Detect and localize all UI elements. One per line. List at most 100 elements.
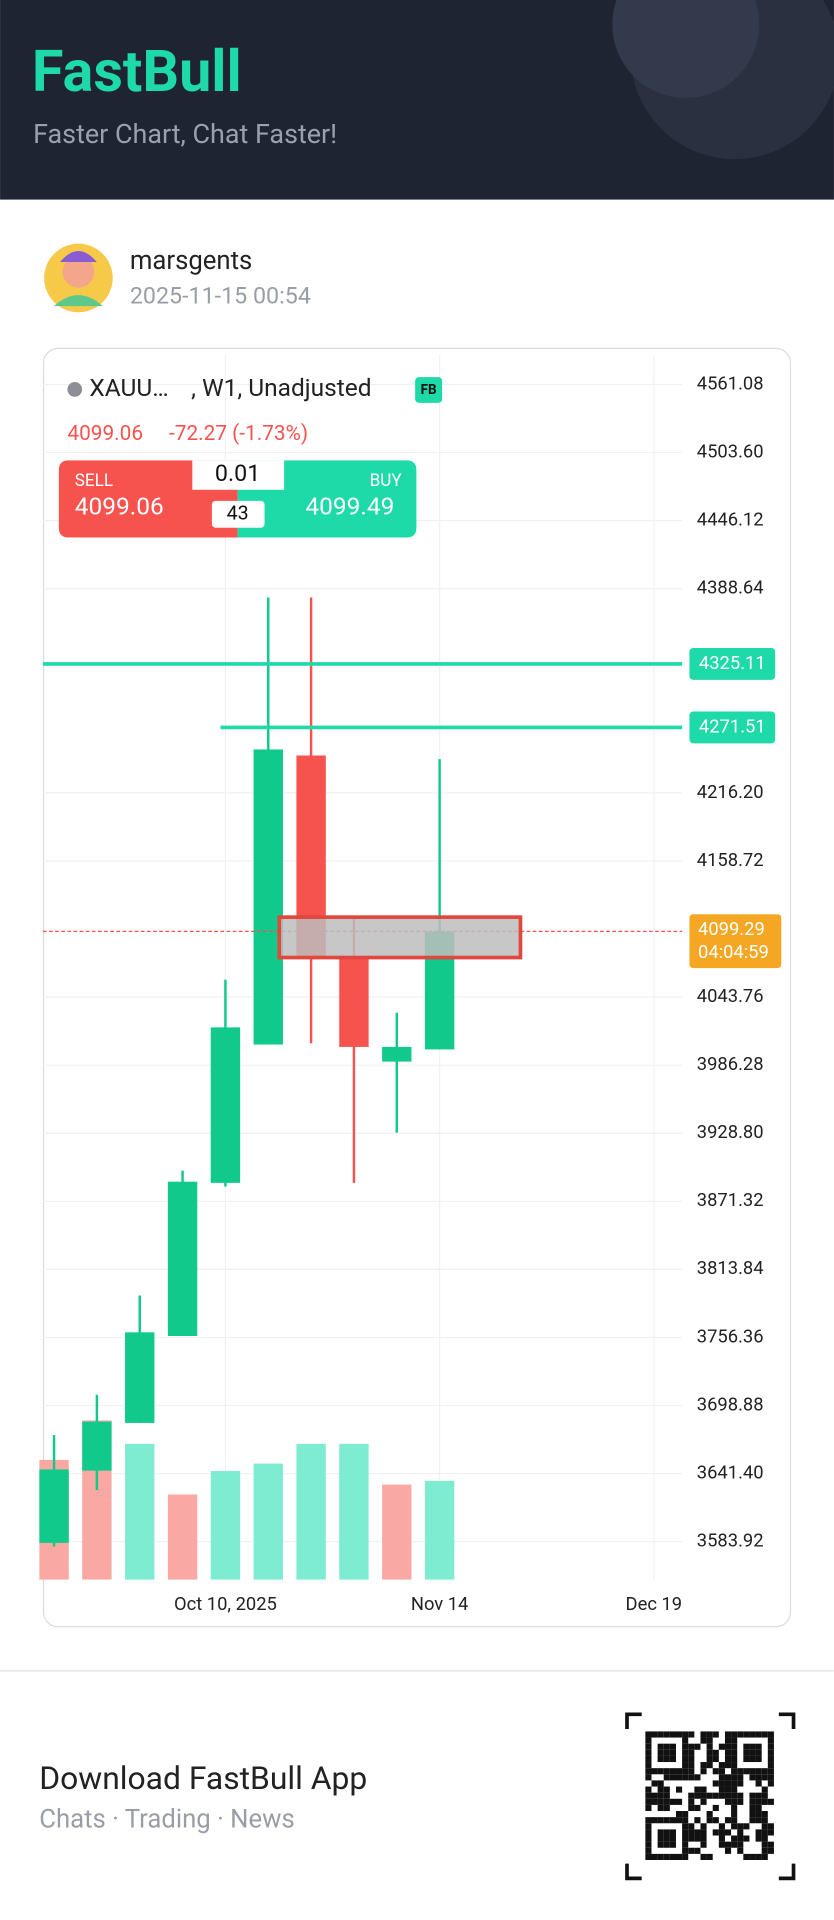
qr-module [761,1786,768,1793]
qr-module [669,1743,676,1750]
qr-module [737,1780,744,1787]
qr-module [767,1755,774,1763]
qr-module [724,1780,732,1787]
sell-label: SELL [75,471,113,491]
qr-module [724,1841,732,1848]
qr-module [645,1792,652,1799]
qr-module [675,1817,683,1824]
qr-module [657,1829,664,1836]
qr-module [724,1817,732,1824]
qr-module [657,1792,664,1799]
qr-module [663,1749,670,1756]
qr-module [694,1792,701,1799]
qr-module [645,1798,652,1805]
qr-module [657,1804,664,1812]
qr-module [724,1737,732,1744]
qr-module [688,1768,695,1775]
qr-module [682,1755,689,1763]
spread-box [211,500,265,528]
qr-module [743,1768,750,1775]
qr-module [645,1804,652,1812]
qr-module [761,1829,768,1836]
qr-module [724,1755,732,1763]
qr-module [669,1798,676,1805]
qr-module [675,1731,683,1738]
qr-module [755,1731,762,1738]
qr-module [731,1817,738,1824]
qr-module [645,1829,652,1836]
qr-module [694,1786,701,1793]
qr-module [651,1768,658,1775]
y-tick-label: 4503.60 [697,441,764,462]
qr-module [767,1774,774,1781]
qr-module [761,1792,768,1799]
qr-module [755,1768,762,1775]
candle-body [339,957,369,1047]
qr-module [657,1743,664,1750]
qr-module [718,1774,725,1781]
qr-module [682,1823,689,1830]
qr-module [694,1817,701,1824]
qr-module [761,1835,768,1842]
spread: 43 [227,501,249,524]
qr-module [737,1847,744,1854]
qr-module [767,1847,774,1854]
qr-module [657,1731,664,1738]
qr-module [749,1731,756,1738]
volume-bar [296,1443,326,1580]
qr-module [712,1731,719,1738]
qr-module [688,1731,695,1738]
qr-module [706,1737,713,1744]
badge: FB [421,383,437,398]
qr-module [669,1774,676,1781]
qr-module [645,1737,652,1744]
qr-module [731,1762,738,1769]
qr-module [737,1823,744,1830]
qr-module [731,1780,738,1787]
qr-module [724,1829,732,1836]
qr-module [743,1835,750,1842]
qr-module [706,1731,713,1738]
qr-module [657,1817,664,1824]
qr-module [669,1731,676,1738]
qr-module [737,1835,744,1842]
candle-body [39,1469,69,1543]
qr-module [700,1798,707,1805]
qr-module [755,1804,762,1812]
qr-module [718,1768,725,1775]
qr-module [718,1823,725,1830]
qr-module [712,1768,719,1775]
qr-module [731,1811,738,1818]
qr-module [712,1749,719,1756]
qr-module [645,1749,652,1756]
qr-module [682,1762,689,1769]
qr-module [657,1780,664,1787]
qr-module [694,1774,701,1781]
qr-module [706,1792,713,1799]
footer-title: Download FastBull App [39,1759,367,1797]
sell-price: 4099.06 [75,492,164,521]
qr-module [731,1841,738,1848]
qr-module [657,1755,664,1763]
qr-module [663,1743,670,1750]
qr-module [706,1811,713,1818]
qr-module [767,1743,774,1750]
brand: FastBull [32,39,242,106]
qr-module [675,1853,683,1860]
qr-module [657,1768,664,1775]
qr-module [743,1749,750,1756]
qr-module [700,1786,707,1793]
qr-code [625,1712,796,1881]
qr-module [718,1829,725,1836]
qr-module [688,1835,695,1842]
lot-box[interactable] [192,460,285,490]
qr-module [749,1811,756,1818]
qr-module [731,1731,738,1738]
qr-module [700,1835,707,1842]
qr-module [675,1768,683,1775]
qr-module [645,1762,652,1769]
qr-module [688,1755,695,1763]
price-label-bg [689,914,782,969]
qr-module [682,1737,689,1744]
